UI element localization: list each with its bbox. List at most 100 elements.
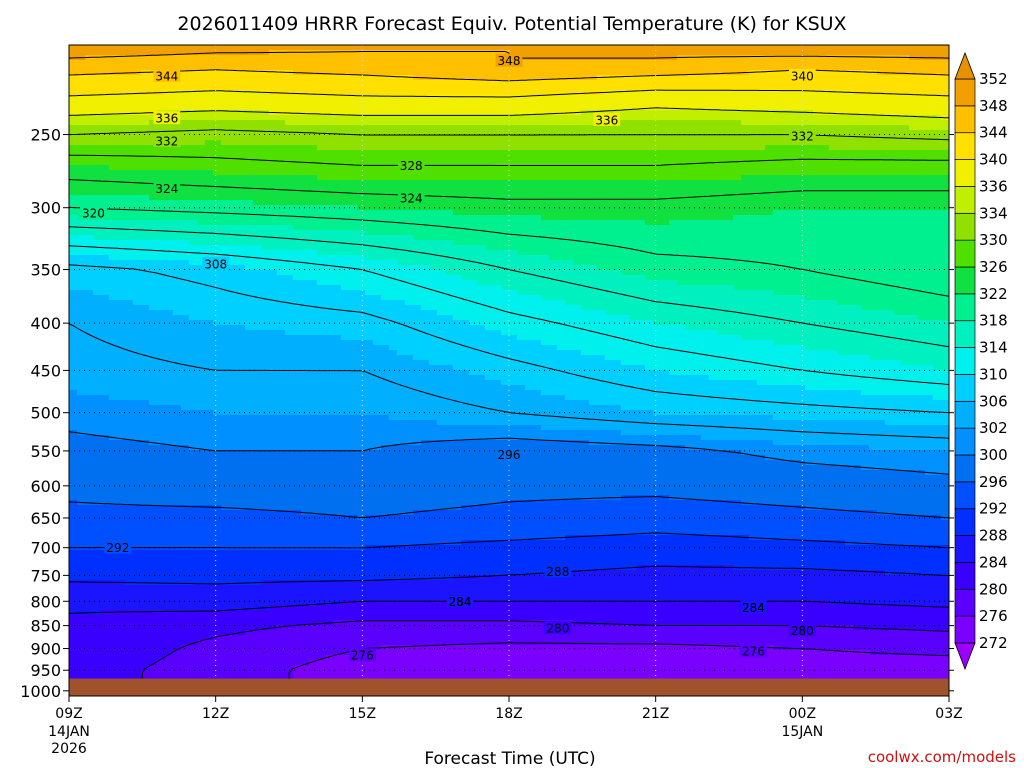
- field-cell: [293, 145, 302, 151]
- field-cell: [773, 240, 782, 246]
- field-cell: [357, 250, 366, 256]
- field-cell: [461, 210, 470, 216]
- field-cell: [845, 240, 854, 246]
- field-cell: [701, 110, 710, 116]
- field-cell: [749, 65, 758, 71]
- field-cell: [141, 220, 150, 226]
- field-cell: [357, 45, 366, 51]
- field-cell: [933, 100, 942, 106]
- field-cell: [213, 90, 222, 96]
- field-cell: [157, 160, 166, 166]
- field-cell: [109, 75, 118, 81]
- field-cell: [437, 195, 446, 201]
- field-cell: [349, 210, 358, 216]
- field-cell: [253, 60, 262, 66]
- field-cell: [101, 165, 110, 171]
- field-cell: [581, 180, 590, 186]
- field-cell: [389, 160, 398, 166]
- field-cell: [565, 155, 574, 161]
- field-cell: [413, 115, 422, 121]
- field-cell: [629, 160, 638, 166]
- field-cell: [285, 270, 294, 276]
- field-cell: [149, 260, 158, 266]
- field-cell: [717, 70, 726, 76]
- field-cell: [845, 140, 854, 146]
- field-cell: [461, 200, 470, 206]
- field-cell: [157, 85, 166, 91]
- field-cell: [773, 225, 782, 231]
- field-cell: [117, 60, 126, 66]
- field-cell: [461, 85, 470, 91]
- field-cell: [549, 100, 558, 106]
- field-cell: [69, 130, 78, 136]
- field-cell: [301, 195, 310, 201]
- field-cell: [933, 245, 942, 251]
- field-cell: [205, 55, 214, 61]
- field-cell: [317, 260, 326, 266]
- field-cell: [597, 185, 606, 191]
- field-cell: [125, 235, 134, 241]
- field-cell: [229, 180, 238, 186]
- field-cell: [693, 60, 702, 66]
- field-cell: [757, 235, 766, 241]
- field-cell: [613, 130, 622, 136]
- field-cell: [693, 185, 702, 191]
- field-cell: [845, 180, 854, 186]
- field-cell: [773, 90, 782, 96]
- field-cell: [589, 225, 598, 231]
- field-cell: [733, 205, 742, 211]
- field-cell: [741, 215, 750, 221]
- field-cell: [877, 160, 886, 166]
- field-cell: [669, 240, 678, 246]
- field-cell: [277, 155, 286, 161]
- field-cell: [285, 195, 294, 201]
- field-cell: [909, 190, 918, 196]
- field-cell: [661, 230, 670, 236]
- field-cell: [549, 140, 558, 146]
- field-cell: [325, 65, 334, 71]
- field-cell: [725, 60, 734, 66]
- field-cell: [605, 65, 614, 71]
- field-cell: [133, 245, 142, 251]
- field-cell: [661, 90, 670, 96]
- field-cell: [317, 150, 326, 156]
- field-cell: [317, 230, 326, 236]
- field-cell: [933, 195, 942, 201]
- field-cell: [893, 145, 902, 151]
- field-cell: [933, 220, 942, 226]
- field-cell: [69, 270, 78, 276]
- field-cell: [541, 185, 550, 191]
- field-cell: [501, 245, 510, 251]
- field-cell: [573, 200, 582, 206]
- field-cell: [165, 200, 174, 206]
- field-cell: [861, 125, 870, 131]
- field-cell: [93, 45, 102, 51]
- field-cell: [469, 100, 478, 106]
- field-cell: [749, 210, 758, 216]
- field-cell: [77, 255, 86, 261]
- field-cell: [349, 130, 358, 136]
- field-cell: [861, 205, 870, 211]
- field-cell: [517, 245, 526, 251]
- field-cell: [501, 130, 510, 136]
- field-cell: [717, 235, 726, 241]
- field-cell: [645, 255, 654, 261]
- field-cell: [77, 225, 86, 231]
- field-cell: [389, 230, 398, 236]
- field-cell: [837, 115, 846, 121]
- field-cell: [349, 235, 358, 241]
- field-cell: [685, 115, 694, 121]
- field-cell: [333, 135, 342, 141]
- field-cell: [765, 60, 774, 66]
- field-cell: [525, 80, 534, 86]
- field-cell: [85, 45, 94, 51]
- field-cell: [485, 90, 494, 96]
- field-cell: [789, 230, 798, 236]
- field-cell: [477, 220, 486, 226]
- field-cell: [429, 200, 438, 206]
- field-cell: [109, 65, 118, 71]
- field-cell: [253, 170, 262, 176]
- field-cell: [301, 45, 310, 51]
- field-cell: [125, 145, 134, 151]
- field-cell: [493, 205, 502, 211]
